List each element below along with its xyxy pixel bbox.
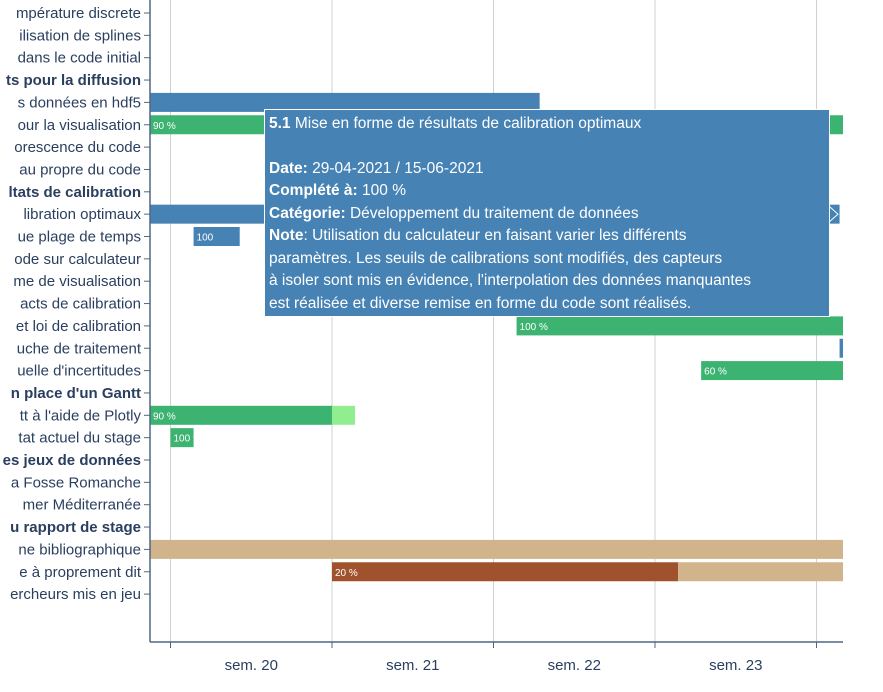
task-label: me de visualisation — [13, 273, 141, 290]
tooltip-task-title: Mise en forme de résultats de calibratio… — [290, 115, 642, 132]
task-percent-label: 90 % — [153, 121, 176, 132]
task-label: ts pour la diffusion — [6, 72, 141, 89]
x-tick-label: sem. 23 — [709, 657, 762, 674]
task-percent-label: 100 % — [520, 322, 548, 333]
task-label: tt à l'aide de Plotly — [20, 407, 142, 424]
task-bar — [839, 338, 843, 358]
task-bar — [701, 361, 843, 381]
task-label: mer Méditerranée — [23, 497, 141, 514]
task-label: a Fosse Romanche — [11, 474, 141, 491]
x-tick-label: sem. 20 — [225, 657, 278, 674]
task-label: dans le code initial — [18, 50, 141, 67]
tooltip-note-line: : Utilisation du calculateur en faisant … — [303, 227, 687, 244]
task-label: n place d'un Gantt — [11, 385, 141, 402]
task-label: ode sur calculateur — [14, 251, 141, 268]
task-label: uelle d'incertitudes — [17, 363, 141, 380]
tooltip-category-label: Catégorie: — [269, 204, 346, 222]
task-label: ilisation de splines — [19, 27, 141, 44]
task-bar — [150, 539, 843, 559]
task-bar — [678, 562, 843, 582]
x-tick-label: sem. 22 — [548, 657, 601, 674]
task-label: ercheurs mis en jeu — [10, 586, 141, 603]
task-label: tat actuel du stage — [18, 430, 141, 447]
task-label: s données en hdf5 — [18, 94, 141, 111]
task-label: e à proprement dit — [19, 564, 142, 581]
task-percent-label: 60 % — [704, 367, 727, 378]
task-labels: mpérature discrete ilisation de splines da… — [3, 5, 150, 603]
x-axis: sem. 20 sem. 21 sem. 22 sem. 23 — [149, 0, 843, 674]
task-tooltip: 5.1 Mise en forme de résultats de calibr… — [264, 109, 830, 317]
task-label: u rapport de stage — [10, 519, 141, 536]
task-label: our la visualisation — [18, 117, 141, 134]
x-tick-label: sem. 21 — [386, 657, 439, 674]
task-label: mpérature discrete — [16, 5, 141, 22]
tooltip-complete-label: Complété à: — [269, 182, 358, 199]
task-label: ue plage de temps — [18, 229, 141, 246]
task-bar — [150, 405, 332, 425]
task-label: au propre du code — [19, 161, 141, 178]
tooltip-note-line: paramètres. Les seuils de calibrations s… — [269, 249, 723, 267]
task-label: et loi de calibration — [16, 318, 141, 335]
task-bar — [150, 92, 540, 112]
tooltip-category-value: Développement du traitement de données — [345, 204, 639, 222]
task-label: orescence du code — [14, 139, 141, 156]
task-label: uche de traitement — [17, 340, 142, 357]
tooltip-note-line: est réalisée et diverse remise en forme … — [269, 294, 692, 312]
tooltip-task-number: 5.1 — [269, 115, 291, 132]
task-percent-label: 100 % — [174, 434, 202, 445]
task-bar — [516, 316, 843, 336]
tooltip-note-line: à isoler sont mis en évidence, l'interpo… — [269, 272, 752, 289]
task-bar — [193, 227, 240, 246]
task-label: ne bibliographique — [18, 541, 141, 558]
task-percent-label: 20 % — [335, 568, 358, 579]
tooltip-complete-value: 100 % — [357, 182, 406, 199]
task-label: ltats de calibration — [8, 184, 141, 201]
tooltip-date-value: 29-04-2021 / 15-06-2021 — [307, 159, 484, 177]
task-percent-label: 100 — [197, 233, 214, 244]
task-label: acts de calibration — [20, 296, 141, 313]
task-bar — [332, 405, 356, 425]
task-label: libration optimaux — [23, 206, 141, 223]
task-label: es jeux de données — [3, 452, 141, 469]
task-percent-label: 90 % — [153, 411, 176, 422]
task-bar — [170, 428, 194, 448]
task-bar — [332, 562, 679, 582]
tooltip-note-label: Note — [269, 227, 304, 244]
tooltip-date-label: Date: — [269, 159, 308, 177]
